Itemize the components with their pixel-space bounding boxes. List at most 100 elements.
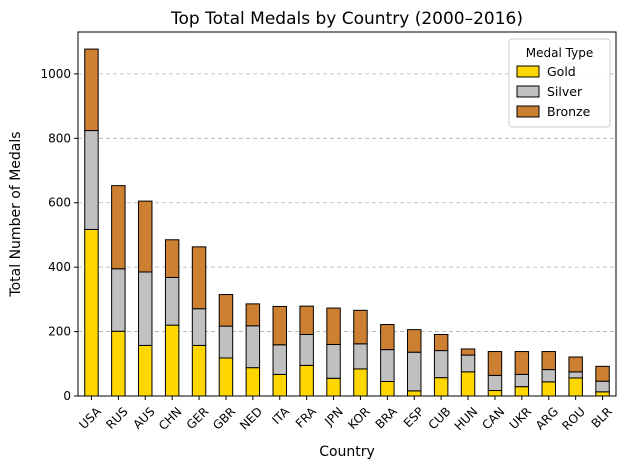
y-tick-label: 0 bbox=[63, 389, 71, 403]
bar-bronze-blr bbox=[595, 365, 610, 382]
x-tick-label: NED bbox=[237, 404, 265, 432]
legend-label-bronze: Bronze bbox=[547, 104, 591, 119]
bar-gold-bra bbox=[380, 381, 395, 397]
bar-gold-kor bbox=[353, 368, 368, 397]
bar-bronze-ita bbox=[272, 305, 287, 346]
legend-items: Gold Silver Bronze bbox=[516, 64, 591, 119]
bar-bronze-ned bbox=[245, 303, 261, 327]
x-tick-label: FRA bbox=[293, 404, 320, 431]
bar-silver-blr bbox=[595, 380, 610, 393]
y-tick-label: 800 bbox=[48, 131, 71, 145]
bar-bronze-ukr bbox=[514, 351, 530, 375]
bar-silver-can bbox=[487, 374, 503, 392]
bar-gold-chn bbox=[164, 324, 180, 397]
legend-label-gold: Gold bbox=[547, 64, 576, 79]
bar-silver-ita bbox=[272, 344, 287, 375]
bar-silver-arg bbox=[541, 369, 556, 383]
bar-bronze-hun bbox=[460, 348, 476, 356]
plot-frame bbox=[77, 31, 617, 397]
legend-title: Medal Type bbox=[526, 46, 593, 60]
x-axis-label: Country bbox=[319, 444, 375, 460]
bar-bronze-bra bbox=[380, 323, 395, 351]
legend-swatch-silver bbox=[516, 85, 540, 98]
bar-bronze-rus bbox=[111, 185, 126, 270]
bar-gold-can bbox=[487, 390, 503, 397]
x-tick-label: KOR bbox=[345, 404, 373, 432]
bar-bronze-cub bbox=[433, 333, 449, 352]
y-tick-label: 200 bbox=[48, 325, 71, 339]
x-tick-label: USA bbox=[76, 404, 104, 432]
x-tick-label: CUB bbox=[426, 404, 454, 432]
bar-bronze-chn bbox=[164, 239, 180, 278]
bar-silver-hun bbox=[460, 354, 476, 373]
bar-gold-ned bbox=[245, 367, 261, 397]
bar-silver-usa bbox=[84, 130, 99, 230]
legend-swatch-bronze bbox=[516, 105, 540, 118]
bar-gold-ger bbox=[191, 344, 207, 397]
bar-silver-bra bbox=[380, 349, 395, 383]
x-tick-label: CAN bbox=[479, 404, 507, 432]
y-tick-label: 600 bbox=[48, 196, 71, 210]
bar-gold-rus bbox=[111, 330, 126, 397]
x-tick-label: UKR bbox=[507, 404, 535, 432]
bar-silver-kor bbox=[353, 343, 368, 370]
x-tick-label: ROU bbox=[559, 404, 588, 433]
bar-silver-ukr bbox=[514, 373, 530, 388]
x-tick-label: BRA bbox=[373, 404, 401, 432]
bar-gold-aus bbox=[138, 344, 153, 397]
bar-gold-blr bbox=[595, 391, 610, 397]
x-tick-label: ARG bbox=[533, 404, 561, 432]
bar-silver-ned bbox=[245, 325, 261, 369]
bar-bronze-jpn bbox=[326, 307, 341, 345]
bar-gold-arg bbox=[541, 381, 556, 397]
legend-swatch-gold bbox=[516, 65, 540, 78]
bar-gold-cub bbox=[433, 377, 449, 397]
x-tick-label: ESP bbox=[401, 404, 427, 430]
y-tick-label: 1000 bbox=[40, 67, 71, 81]
bar-gold-ita bbox=[272, 373, 287, 397]
x-tick-label: AUS bbox=[130, 404, 157, 431]
legend-box bbox=[508, 38, 611, 128]
bar-gold-ukr bbox=[514, 386, 530, 397]
bar-silver-rou bbox=[568, 371, 583, 379]
bar-silver-jpn bbox=[326, 343, 341, 379]
y-axis-label: Total Number of Medals bbox=[8, 131, 24, 297]
x-tick-label: GER bbox=[184, 404, 212, 432]
legend: Medal Type Gold Silver Bronze bbox=[508, 38, 611, 128]
bar-bronze-ger bbox=[191, 246, 207, 310]
bar-silver-ger bbox=[191, 308, 207, 346]
y-tick-label: 400 bbox=[48, 260, 71, 274]
bar-bronze-can bbox=[487, 351, 503, 376]
bar-bronze-fra bbox=[299, 305, 314, 335]
bar-silver-rus bbox=[111, 268, 126, 332]
x-tick-label: HUN bbox=[452, 404, 481, 433]
y-axis-ticks: 0 200 400 600 800 1000 bbox=[40, 67, 78, 403]
bar-bronze-arg bbox=[541, 351, 556, 371]
x-tick-label: BLR bbox=[589, 404, 615, 430]
bar-bronze-esp bbox=[407, 329, 422, 353]
bar-bronze-rou bbox=[568, 356, 583, 373]
bar-bronze-gbr bbox=[218, 294, 234, 327]
x-tick-label: JPN bbox=[321, 404, 346, 429]
bar-silver-gbr bbox=[218, 325, 234, 359]
bar-silver-cub bbox=[433, 350, 449, 379]
x-tick-label: GBR bbox=[210, 404, 238, 432]
bar-bronze-usa bbox=[84, 48, 99, 132]
bar-silver-aus bbox=[138, 271, 153, 346]
bar-gold-gbr bbox=[218, 357, 234, 397]
bar-silver-chn bbox=[164, 276, 180, 326]
x-tick-label: ITA bbox=[269, 404, 292, 427]
x-tick-label: RUS bbox=[103, 404, 130, 431]
bar-gold-rou bbox=[568, 377, 583, 397]
legend-label-silver: Silver bbox=[547, 84, 583, 99]
bar-gold-esp bbox=[407, 390, 422, 397]
bar-silver-fra bbox=[299, 333, 314, 366]
bar-gold-jpn bbox=[326, 377, 341, 397]
bar-gold-hun bbox=[460, 371, 476, 397]
bar-silver-esp bbox=[407, 351, 422, 392]
chart-title: Top Total Medals by Country (2000–2016) bbox=[170, 9, 523, 29]
bar-bronze-aus bbox=[138, 200, 153, 273]
bar-bronze-kor bbox=[353, 309, 368, 345]
